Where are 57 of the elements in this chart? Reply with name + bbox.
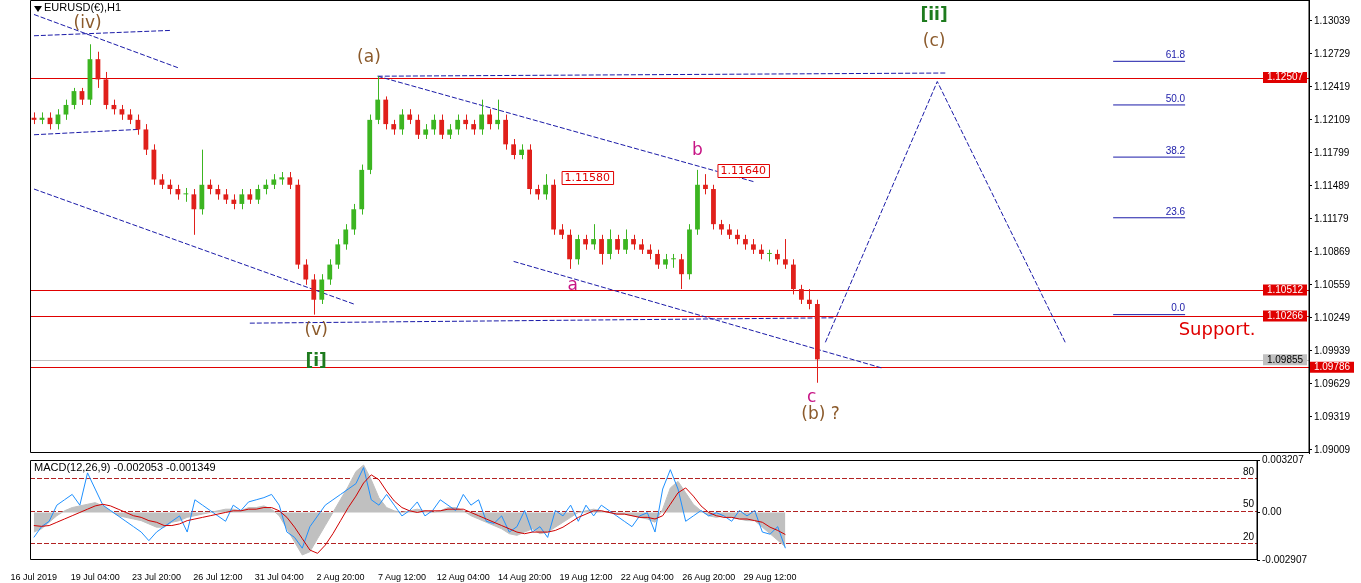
y2-tick-label: 80	[1242, 466, 1255, 478]
chart-title: MACD(12,26,9) -0.002053 -0.001349	[34, 460, 216, 473]
y-tick-label: 1.10869	[1314, 245, 1351, 257]
y-tick-label: 1.12109	[1314, 113, 1351, 125]
ref-line-label: 1.10512	[1266, 283, 1304, 295]
y-tick-label: 1.10559	[1314, 278, 1351, 290]
series-label: 38.2	[1165, 144, 1186, 156]
chart-title: EURUSD(€),H1	[44, 0, 122, 13]
series-label: 0.0	[1171, 302, 1186, 314]
annotation: [i]	[305, 350, 327, 371]
ref-line-label: 1.09786	[1313, 360, 1351, 372]
annotation: b	[692, 139, 703, 160]
annotation: (v)	[304, 319, 328, 340]
y-tick-label: 1.11179	[1314, 212, 1350, 224]
x-tick-label: 12 Aug 04:00	[436, 571, 490, 582]
series-label: 50.0	[1165, 92, 1186, 104]
ref-line-label: 1.12507	[1266, 71, 1304, 83]
y-tick-label: -0.002907	[1262, 553, 1308, 565]
y-tick-label: 1.12729	[1314, 47, 1351, 59]
annotation: 1.11580	[564, 170, 611, 184]
y-tick-label: 0.00	[1262, 506, 1282, 518]
y-tick-label: 1.11489	[1314, 179, 1350, 191]
y-tick-label: 1.09009	[1314, 443, 1351, 455]
y-tick-label: 1.09939	[1314, 344, 1351, 356]
annotation: Support.	[1178, 317, 1256, 339]
annotation: (c)	[922, 30, 946, 51]
y2-tick-label: 20	[1242, 530, 1255, 542]
series-label: 61.8	[1165, 49, 1186, 61]
ref-line-label: 1.10266	[1266, 309, 1304, 321]
y-tick-label: 1.09319	[1314, 410, 1351, 422]
y-tick-label: 1.13039	[1314, 14, 1351, 26]
x-tick-label: 19 Aug 12:00	[559, 571, 613, 582]
y2-tick-label: 50	[1242, 498, 1255, 510]
x-tick-label: 22 Aug 04:00	[620, 571, 674, 582]
x-tick-label: 2 Aug 20:00	[316, 571, 365, 582]
y-tick-label: 1.10249	[1314, 311, 1351, 323]
x-tick-label: 31 Jul 04:00	[254, 571, 304, 582]
annotation: a	[567, 274, 578, 295]
x-tick-label: 7 Aug 12:00	[377, 571, 426, 582]
x-tick-label: 26 Aug 20:00	[682, 571, 736, 582]
annotation: [ii]	[920, 4, 948, 25]
x-tick-label: 14 Aug 20:00	[498, 571, 552, 582]
x-tick-label: 19 Jul 04:00	[70, 571, 120, 582]
series-label: 23.6	[1165, 205, 1186, 217]
x-tick-label: 16 Jul 2019	[10, 571, 58, 582]
annotation: 1.11640	[720, 163, 766, 177]
ref-line-label: 1.09855	[1266, 353, 1304, 365]
x-tick-label: 23 Jul 20:00	[132, 571, 182, 582]
y-tick-label: 1.11799	[1314, 146, 1350, 158]
annotation: (b) ?	[801, 403, 840, 424]
annotation: (a)	[357, 46, 381, 67]
x-tick-label: 26 Jul 12:00	[193, 571, 243, 582]
y-tick-label: 0.003207	[1262, 453, 1305, 465]
x-tick-label: 29 Aug 12:00	[743, 571, 797, 582]
y-tick-label: 1.09629	[1314, 377, 1351, 389]
annotation: (iv)	[73, 12, 102, 33]
y-tick-label: 1.12419	[1314, 80, 1351, 92]
